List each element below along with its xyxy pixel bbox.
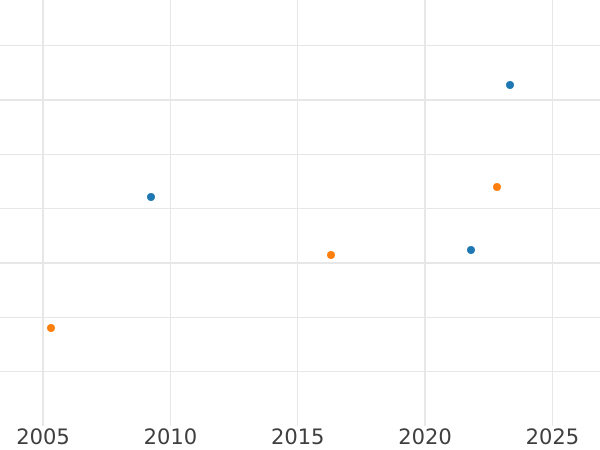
plot-area bbox=[0, 0, 600, 426]
horizontal-gridline bbox=[0, 262, 600, 264]
vertical-gridline bbox=[551, 0, 554, 426]
horizontal-gridline bbox=[0, 207, 600, 210]
scatter-point-orange-series bbox=[46, 323, 55, 332]
x-tick-label: 2020 bbox=[398, 425, 452, 449]
x-tick-label: 2015 bbox=[270, 425, 325, 449]
x-tick-label: 2025 bbox=[525, 425, 580, 449]
x-tick-label: 2010 bbox=[143, 425, 198, 449]
horizontal-gridline bbox=[0, 316, 600, 319]
scatter-point-blue-series bbox=[467, 245, 476, 254]
x-tick-label: 2005 bbox=[16, 425, 70, 449]
scatter-point-blue-series bbox=[506, 81, 515, 90]
scatter-point-orange-series bbox=[493, 182, 502, 191]
scatter-point-blue-series bbox=[147, 192, 156, 201]
horizontal-gridline bbox=[0, 370, 600, 373]
vertical-gridline bbox=[424, 0, 426, 426]
vertical-gridline bbox=[169, 0, 172, 426]
x-axis: 2005 2010 2015 2020 2025 bbox=[0, 426, 600, 450]
scatter-point-orange-series bbox=[327, 251, 336, 260]
horizontal-gridline bbox=[0, 153, 600, 155]
horizontal-gridline bbox=[0, 44, 600, 47]
vertical-gridline bbox=[42, 0, 44, 426]
horizontal-gridline bbox=[0, 99, 600, 101]
vertical-gridline bbox=[297, 0, 299, 426]
